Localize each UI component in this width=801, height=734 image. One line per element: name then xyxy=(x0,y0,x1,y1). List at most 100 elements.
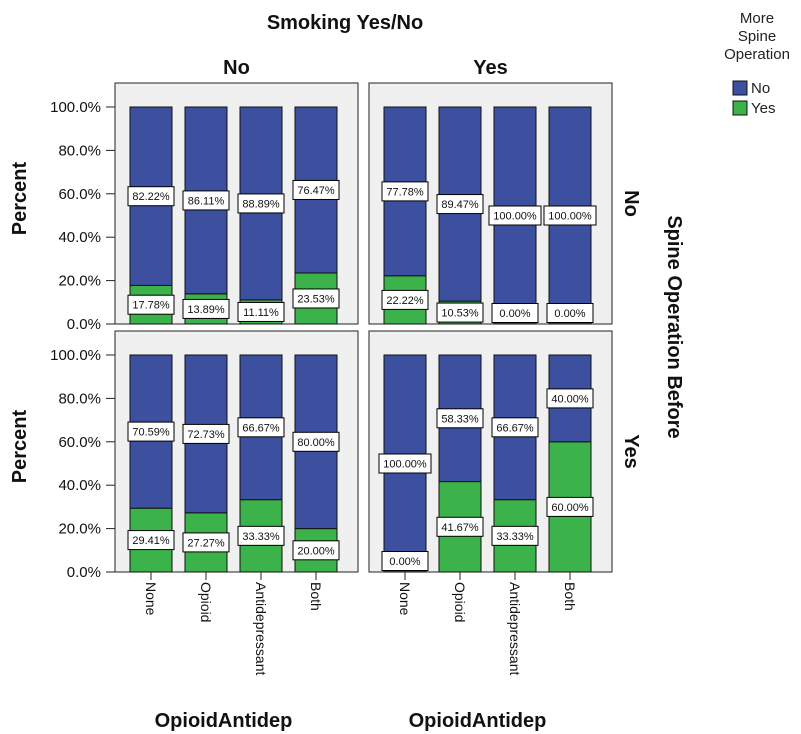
data-label-yes: 27.27% xyxy=(187,537,225,549)
x-category-label: None xyxy=(397,582,413,616)
legend-title: Spine xyxy=(738,28,776,45)
data-label-yes-box xyxy=(491,525,539,546)
y-axis-title: Percent xyxy=(9,409,31,483)
data-label-yes-box xyxy=(381,289,429,310)
data-label-yes-box xyxy=(237,301,285,322)
y-tick-label: 40.0% xyxy=(58,477,101,494)
data-label-no: 88.89% xyxy=(242,198,280,210)
data-label-no: 58.33% xyxy=(441,413,479,425)
data-label-yes-box xyxy=(546,496,594,517)
data-label-no-box xyxy=(127,421,175,442)
data-label-no: 80.00% xyxy=(297,437,335,449)
data-label-yes: 23.53% xyxy=(297,293,335,305)
data-label-no-box xyxy=(127,186,175,207)
x-category-label: Opioid xyxy=(452,582,468,622)
x-category-label: Opioid xyxy=(198,582,214,622)
data-label-yes: 13.89% xyxy=(187,304,225,316)
data-label-no: 76.47% xyxy=(297,185,335,197)
data-label-yes-box xyxy=(381,551,429,571)
column-level-no: No xyxy=(223,57,250,79)
data-label-yes-box xyxy=(292,540,340,561)
column-facet-title: Smoking Yes/No xyxy=(267,12,423,34)
data-label-no-box xyxy=(436,408,484,429)
data-label-no-box xyxy=(546,388,594,409)
panels: 82.22% 17.78% 86.11% 13.89% 88.89% 11.11% 76.4… xyxy=(114,82,613,573)
data-label-yes: 20.00% xyxy=(297,545,335,557)
data-label-yes-box xyxy=(182,298,230,319)
y-tick-label: 100.0% xyxy=(50,347,101,364)
data-label-no-box xyxy=(182,423,230,444)
panel-no-no: 82.22% 17.78% 86.11% 13.89% 88.89% 11.11% 76.4… xyxy=(114,82,359,325)
column-level-yes: Yes xyxy=(473,57,507,79)
legend-title: Operation xyxy=(724,46,790,63)
y-tick-label: 0.0% xyxy=(67,316,101,333)
data-label-no: 100.00% xyxy=(548,211,592,223)
data-label-yes: 22.22% xyxy=(386,295,424,307)
x-category-label: Both xyxy=(308,582,324,611)
data-label-no-box xyxy=(436,194,484,215)
data-label-no: 70.59% xyxy=(132,427,170,439)
data-label-no-box xyxy=(381,181,429,202)
data-label-no: 77.78% xyxy=(386,186,424,198)
data-label-yes-box xyxy=(546,303,594,323)
data-label-yes: 29.41% xyxy=(132,535,170,547)
data-label-no: 89.47% xyxy=(441,199,479,211)
data-label-no-box xyxy=(491,417,539,438)
data-label-yes-box xyxy=(127,530,175,551)
data-label-no: 82.22% xyxy=(132,191,170,203)
data-label-yes: 10.53% xyxy=(441,308,479,320)
panel-no-yes: 77.78% 22.22% 89.47% 10.53% 100.00% 0.00% 100.… xyxy=(368,82,613,325)
data-label-yes-box xyxy=(127,294,175,315)
data-label-no: 72.73% xyxy=(187,429,225,441)
data-label-no: 40.00% xyxy=(551,393,589,405)
data-label-yes-box xyxy=(436,516,484,537)
legend-label-yes: Yes xyxy=(751,100,775,117)
data-label-yes: 0.00% xyxy=(554,308,585,320)
data-label-no: 100.00% xyxy=(383,459,427,471)
data-label-yes: 33.33% xyxy=(496,531,534,543)
y-tick-label: 60.0% xyxy=(58,186,101,203)
x-category-label: Both xyxy=(562,582,578,611)
data-label-yes: 17.78% xyxy=(132,300,170,312)
data-label-no-box xyxy=(237,193,285,214)
data-label-yes-box xyxy=(237,525,285,546)
data-label-no: 86.11% xyxy=(188,195,225,207)
data-label-no-box xyxy=(543,205,597,226)
panel-yes-yes: 100.00% 0.00% 58.33% 41.67% 66.67% 33.33% 40.0… xyxy=(368,330,613,573)
data-label-yes: 11.11% xyxy=(243,307,279,319)
y-tick-label: 20.0% xyxy=(58,273,101,290)
data-label-no: 100.00% xyxy=(493,211,537,223)
data-label-yes-box xyxy=(436,302,484,323)
data-label-yes: 41.67% xyxy=(441,522,479,534)
data-label-no-box xyxy=(292,179,340,200)
data-label-no: 66.67% xyxy=(242,422,280,434)
row-level-no: No xyxy=(620,190,642,217)
data-label-yes: 0.00% xyxy=(389,556,420,568)
data-label-yes: 0.00% xyxy=(499,308,530,320)
y-tick-label: 0.0% xyxy=(67,564,101,581)
y-tick-label: 100.0% xyxy=(50,99,101,116)
x-axis-title: OpioidAntidep xyxy=(409,710,547,732)
data-label-yes-box xyxy=(182,532,230,553)
data-label-no-box xyxy=(182,190,230,211)
data-label-yes: 33.33% xyxy=(242,531,280,543)
row-facet-title: Spine Operation Before xyxy=(663,215,685,438)
data-label-no-box xyxy=(237,417,285,438)
y-tick-label: 20.0% xyxy=(58,521,101,538)
y-tick-label: 60.0% xyxy=(58,434,101,451)
y-axis-title: Percent xyxy=(9,161,31,235)
legend-swatch-no xyxy=(732,80,748,96)
x-axis-title: OpioidAntidep xyxy=(155,710,293,732)
y-tick-label: 40.0% xyxy=(58,229,101,246)
data-label-no-box xyxy=(378,453,432,474)
y-tick-label: 80.0% xyxy=(58,142,101,159)
data-label-no-box xyxy=(488,205,542,226)
x-category-label: None xyxy=(143,582,159,616)
data-label-yes: 60.00% xyxy=(551,502,589,514)
row-level-yes: Yes xyxy=(620,434,642,468)
x-category-label: Antidepressant xyxy=(507,582,523,676)
data-label-no-box xyxy=(292,431,340,452)
data-label-no: 66.67% xyxy=(496,422,534,434)
legend-label-no: No xyxy=(751,80,770,97)
